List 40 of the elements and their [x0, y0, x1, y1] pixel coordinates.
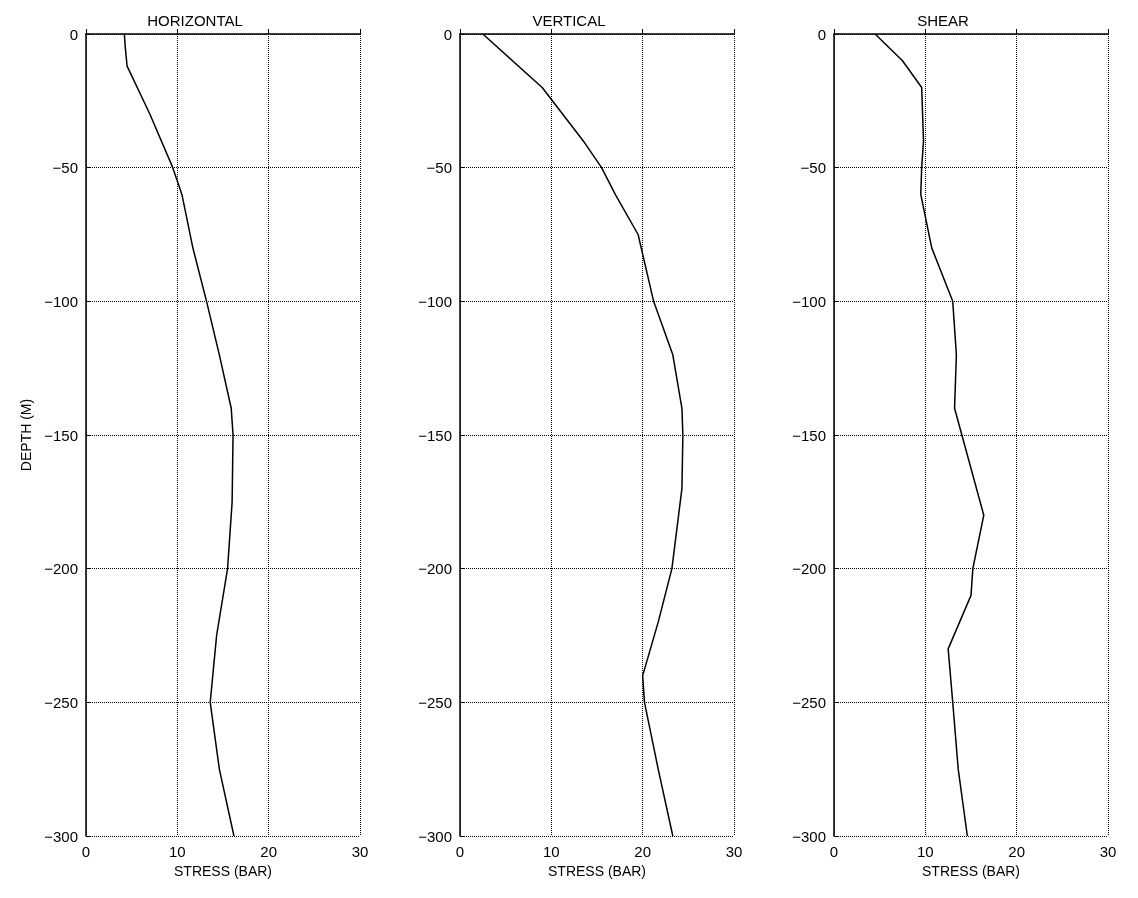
- y-tick-label: 0: [443, 25, 452, 43]
- y-tick-label: −250: [418, 693, 452, 711]
- y-tick-label: −100: [44, 292, 78, 310]
- y-tick-label: −50: [52, 159, 78, 177]
- chart-title: HORIZONTAL: [147, 12, 243, 29]
- x-axis-title: STRESS (BAR): [173, 862, 273, 879]
- y-tick-label: −300: [418, 827, 452, 845]
- y-tick-label: −200: [418, 560, 452, 578]
- x-tick-label: 30: [351, 843, 369, 860]
- x-tick-label: 10: [168, 843, 186, 860]
- x-tick-label: 30: [1099, 843, 1117, 860]
- y-tick-label: −300: [44, 827, 78, 845]
- y-tick-label: −200: [792, 560, 826, 578]
- x-tick-label: 30: [725, 843, 743, 860]
- y-tick-label: −200: [44, 560, 78, 578]
- x-axis-title: STRESS (BAR): [921, 862, 1021, 879]
- y-tick-label: 0: [817, 25, 826, 43]
- y-tick-label: 0: [69, 25, 78, 43]
- x-tick-label: 10: [916, 843, 934, 860]
- x-tick-label: 20: [1008, 843, 1026, 860]
- x-tick-label: 20: [634, 843, 652, 860]
- y-tick-label: −50: [800, 159, 826, 177]
- y-tick-label: −100: [418, 292, 452, 310]
- y-tick-label: −150: [418, 426, 452, 444]
- chart-title: SHEAR: [917, 12, 969, 29]
- y-tick-label: −250: [44, 693, 78, 711]
- y-tick-label: −150: [44, 426, 78, 444]
- y-tick-label: −50: [426, 159, 452, 177]
- y-tick-label: −300: [792, 827, 826, 845]
- x-tick-label: 10: [542, 843, 560, 860]
- x-tick-label: 0: [829, 843, 839, 860]
- y-tick-label: −250: [792, 693, 826, 711]
- x-tick-label: 0: [455, 843, 465, 860]
- chart-title: VERTICAL: [532, 12, 606, 29]
- y-tick-label: −150: [792, 426, 826, 444]
- x-axis-title: STRESS (BAR): [547, 862, 647, 879]
- y-tick-label: −100: [792, 292, 826, 310]
- y-axis-title: DEPTH (M): [18, 398, 35, 472]
- x-tick-label: 20: [260, 843, 278, 860]
- x-tick-label: 0: [81, 843, 91, 860]
